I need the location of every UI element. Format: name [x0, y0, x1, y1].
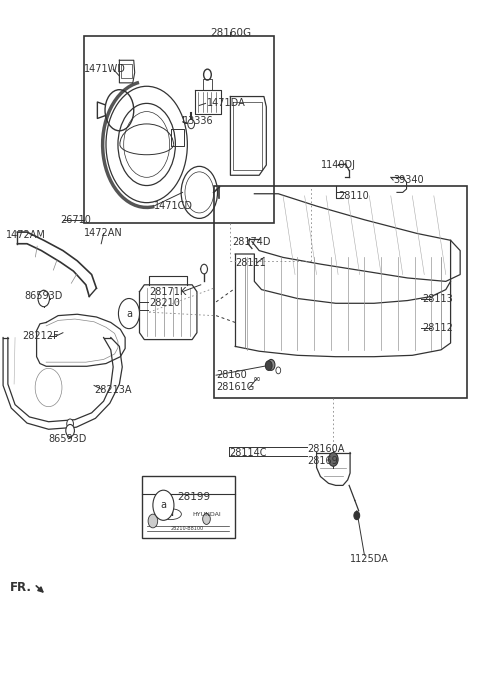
Text: 28213A: 28213A: [94, 385, 132, 394]
Circle shape: [328, 453, 338, 466]
Circle shape: [267, 359, 275, 370]
Text: 1472AM: 1472AM: [5, 230, 45, 240]
Circle shape: [354, 512, 360, 519]
Text: 26710: 26710: [60, 215, 91, 225]
Text: 28174D: 28174D: [232, 237, 271, 247]
Text: 28113: 28113: [422, 294, 453, 303]
Text: 28160G: 28160G: [210, 28, 251, 38]
Text: 86593D: 86593D: [48, 434, 87, 444]
Text: H: H: [168, 511, 173, 517]
Circle shape: [203, 513, 210, 524]
Circle shape: [188, 119, 194, 129]
Bar: [142, 477, 235, 538]
Text: 28114C: 28114C: [229, 447, 267, 458]
Text: 28160: 28160: [216, 370, 247, 380]
Text: a: a: [160, 500, 167, 510]
Circle shape: [148, 514, 157, 528]
Text: 28171K: 28171K: [149, 287, 186, 296]
Text: 1471WD: 1471WD: [84, 64, 126, 74]
Bar: [214, 185, 468, 398]
Bar: [84, 36, 274, 223]
Ellipse shape: [160, 509, 181, 519]
Text: 28199: 28199: [177, 492, 210, 502]
Text: HYUNDAI: HYUNDAI: [192, 512, 221, 517]
Text: a: a: [126, 309, 132, 318]
Text: FR.: FR.: [10, 581, 32, 594]
Circle shape: [38, 290, 49, 307]
Text: 28161G: 28161G: [216, 383, 254, 392]
Text: 28112: 28112: [422, 323, 453, 333]
Text: 1471DA: 1471DA: [206, 98, 245, 108]
Text: 1471CD: 1471CD: [154, 201, 193, 211]
Text: 28212F: 28212F: [22, 331, 59, 341]
Text: 1125DA: 1125DA: [350, 554, 389, 564]
Circle shape: [119, 298, 140, 329]
Text: 28110: 28110: [338, 191, 369, 201]
Text: 28210-B8100: 28210-B8100: [171, 526, 204, 531]
Text: 28111: 28111: [235, 258, 266, 268]
Text: 39340: 39340: [393, 175, 424, 185]
Circle shape: [265, 361, 272, 370]
Text: 28160A: 28160A: [307, 444, 344, 454]
Text: ∞: ∞: [252, 374, 261, 383]
Circle shape: [201, 264, 207, 274]
Text: 28169: 28169: [307, 456, 338, 466]
Circle shape: [67, 419, 73, 429]
Text: 1472AN: 1472AN: [84, 228, 123, 239]
Text: 86593D: 86593D: [24, 292, 63, 301]
Text: 28210: 28210: [149, 298, 180, 308]
Circle shape: [153, 490, 174, 520]
Text: 13336: 13336: [182, 115, 213, 126]
Text: 1140DJ: 1140DJ: [322, 160, 356, 170]
Circle shape: [66, 425, 74, 437]
